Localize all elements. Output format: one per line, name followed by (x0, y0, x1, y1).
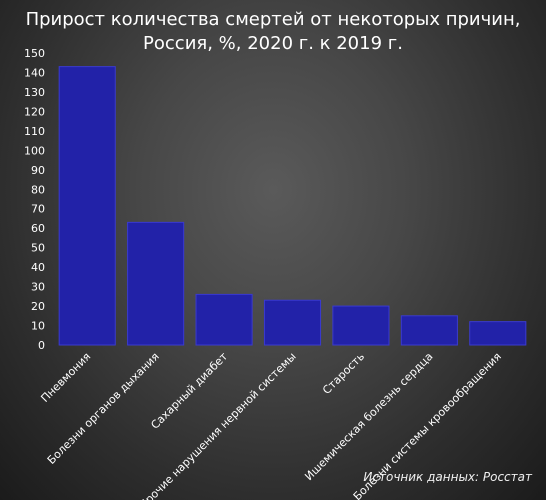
bar (58, 66, 116, 346)
x-tick-label: Болезни органов дыхания (45, 350, 162, 467)
bar (195, 293, 253, 346)
y-tick-label: 80 (31, 183, 45, 196)
x-tick-label: Сахарный диабет (148, 350, 230, 432)
bar (127, 221, 185, 346)
y-tick-label: 30 (31, 281, 45, 294)
y-axis: 0 10 20 30 40 50 60 70 80 90 100 110 120 130 140 150 (24, 47, 45, 352)
x-tick-label: Старость (320, 350, 367, 397)
y-tick-label: 100 (24, 144, 45, 157)
y-tick-label: 60 (31, 222, 45, 235)
bar (469, 321, 527, 346)
y-tick-label: 50 (31, 242, 45, 255)
y-tick-label: 130 (24, 86, 45, 99)
bar (332, 305, 390, 346)
chart-title: Прирост количества смертей от некоторых … (0, 8, 546, 56)
y-tick-label: 40 (31, 261, 45, 274)
y-tick-label: 70 (31, 203, 45, 216)
bar (400, 315, 458, 346)
y-tick-label: 20 (31, 300, 45, 313)
chart-title-line-1: Прирост количества смертей от некоторых … (25, 9, 521, 30)
y-tick-label: 110 (24, 125, 45, 138)
source-note: Источник данных: Росстат (363, 470, 532, 484)
x-tick-label: Ишемическая болезнь сердца (302, 350, 435, 483)
x-tick-label: Пневмония (38, 350, 93, 405)
y-tick-label: 10 (31, 320, 45, 333)
y-tick-label: 0 (38, 339, 45, 352)
y-tick-label: 120 (24, 105, 45, 118)
bar (263, 299, 322, 346)
bars (58, 66, 527, 346)
y-tick-label: 140 (24, 66, 45, 79)
chart-title-line-2: Россия, %, 2020 г. к 2019 г. (143, 33, 403, 54)
y-tick-label: 150 (24, 47, 45, 60)
y-tick-label: 90 (31, 164, 45, 177)
